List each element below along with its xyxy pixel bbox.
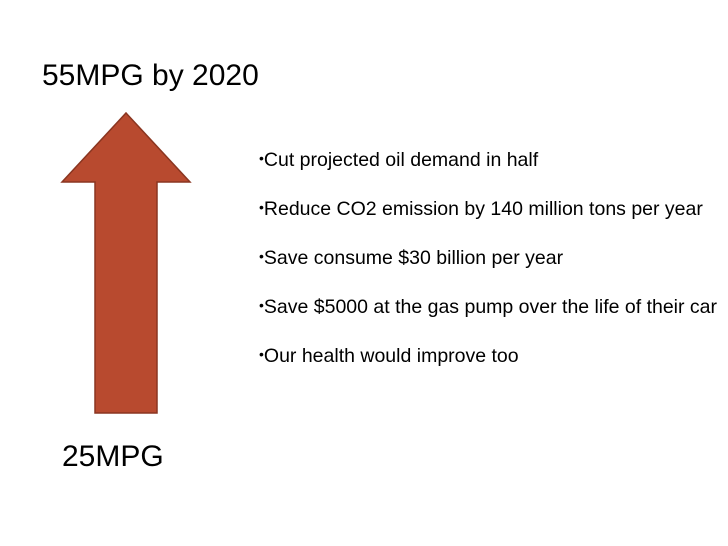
bullet-text: Our health would improve too bbox=[263, 345, 519, 367]
benefits-list: •Cut projected oil demand in half •Reduc… bbox=[259, 146, 721, 369]
bullet-icon: • bbox=[259, 346, 264, 362]
bullet-text: Cut projected oil demand in half bbox=[263, 149, 539, 171]
list-item: •Reduce CO2 emission by 140 million tons… bbox=[259, 195, 721, 222]
list-item: •Our health would improve too bbox=[259, 342, 721, 369]
list-item: •Save consume $30 billion per year bbox=[259, 244, 721, 271]
bullet-text: Save $5000 at the gas pump over the life… bbox=[263, 296, 718, 318]
bullet-icon: • bbox=[259, 297, 264, 313]
list-item: •Save $5000 at the gas pump over the lif… bbox=[259, 293, 721, 320]
bullet-icon: • bbox=[259, 248, 264, 264]
current-mpg-label: 25MPG bbox=[62, 440, 164, 473]
bullet-text: Save consume $30 billion per year bbox=[263, 247, 564, 269]
arrow-shape bbox=[60, 111, 192, 414]
target-mpg-label: 55MPG by 2020 bbox=[42, 59, 259, 92]
bullet-icon: • bbox=[259, 199, 264, 215]
bullet-text: Reduce CO2 emission by 140 million tons … bbox=[263, 198, 703, 220]
list-item: •Cut projected oil demand in half bbox=[259, 146, 721, 173]
bullet-icon: • bbox=[259, 150, 264, 166]
